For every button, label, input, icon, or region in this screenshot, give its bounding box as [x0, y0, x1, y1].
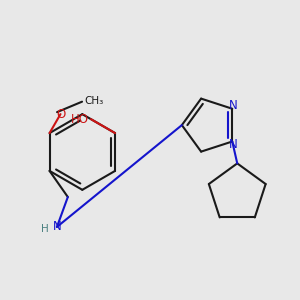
- Text: O: O: [56, 108, 65, 121]
- Text: N: N: [52, 220, 61, 233]
- Text: N: N: [229, 138, 238, 151]
- Text: CH₃: CH₃: [84, 96, 103, 106]
- Text: N: N: [229, 99, 238, 112]
- Text: H: H: [41, 224, 49, 234]
- Text: HO: HO: [71, 112, 89, 126]
